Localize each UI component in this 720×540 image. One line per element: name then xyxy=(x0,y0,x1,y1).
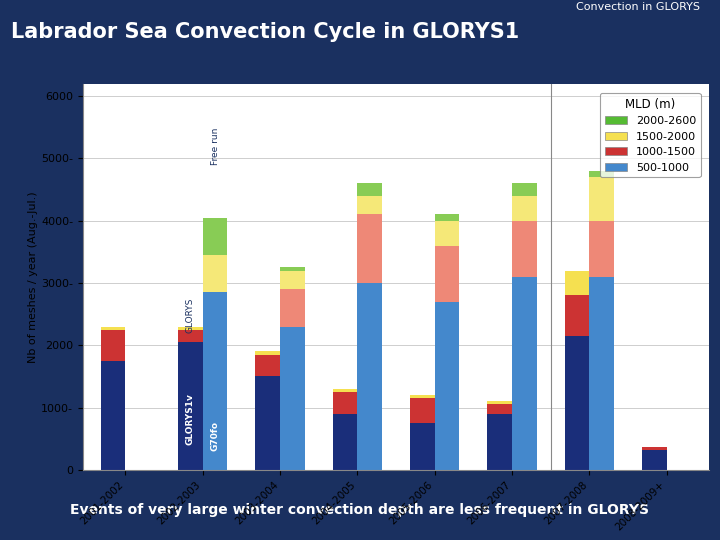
Bar xyxy=(642,450,667,470)
Bar xyxy=(435,214,459,221)
Bar xyxy=(512,221,536,276)
Bar xyxy=(101,330,125,361)
Text: G70fo: G70fo xyxy=(210,421,220,451)
Text: GLORYS: GLORYS xyxy=(186,298,195,333)
Bar xyxy=(101,361,125,470)
Bar xyxy=(487,414,512,470)
Bar xyxy=(435,221,459,246)
Bar xyxy=(202,255,228,292)
Text: GLORYS1v: GLORYS1v xyxy=(186,393,195,445)
Bar xyxy=(202,292,228,470)
Bar xyxy=(280,271,305,289)
Bar xyxy=(357,214,382,283)
Bar xyxy=(564,336,590,470)
Text: Free run: Free run xyxy=(210,127,220,165)
Bar xyxy=(202,218,228,255)
Y-axis label: Nb of meshes / year (Aug.-Jul.): Nb of meshes / year (Aug.-Jul.) xyxy=(28,191,38,362)
Bar xyxy=(280,289,305,327)
Bar xyxy=(590,276,614,470)
Bar xyxy=(178,330,202,342)
Bar xyxy=(357,196,382,214)
Bar xyxy=(333,414,357,470)
Bar xyxy=(333,392,357,414)
Bar xyxy=(357,283,382,470)
Bar xyxy=(280,267,305,271)
Bar xyxy=(512,276,536,470)
Bar xyxy=(410,423,435,470)
Bar xyxy=(410,395,435,398)
Bar xyxy=(178,327,202,330)
Text: Labrador Sea Convection Cycle in GLORYS1: Labrador Sea Convection Cycle in GLORYS1 xyxy=(11,22,519,42)
Bar xyxy=(512,184,536,196)
Bar xyxy=(256,376,280,470)
Bar xyxy=(256,355,280,376)
Bar xyxy=(487,404,512,414)
Bar xyxy=(435,302,459,470)
Bar xyxy=(590,177,614,221)
Bar xyxy=(256,352,280,355)
Bar xyxy=(410,398,435,423)
Bar xyxy=(178,342,202,470)
Bar xyxy=(357,184,382,196)
Bar xyxy=(590,221,614,276)
Bar xyxy=(333,389,357,392)
Bar xyxy=(280,327,305,470)
Bar xyxy=(512,196,536,221)
Text: Events of very large winter convection depth are less frequent in GLORYS: Events of very large winter convection d… xyxy=(71,503,649,517)
Legend: 2000-2600, 1500-2000, 1000-1500, 500-1000: 2000-2600, 1500-2000, 1000-1500, 500-100… xyxy=(600,93,701,177)
Bar xyxy=(590,171,614,177)
Bar xyxy=(101,327,125,330)
Bar xyxy=(435,246,459,302)
Bar xyxy=(564,271,590,295)
Bar xyxy=(642,447,667,450)
Text: Convection in GLORYS: Convection in GLORYS xyxy=(576,2,700,11)
Bar xyxy=(564,295,590,336)
Bar xyxy=(487,401,512,404)
